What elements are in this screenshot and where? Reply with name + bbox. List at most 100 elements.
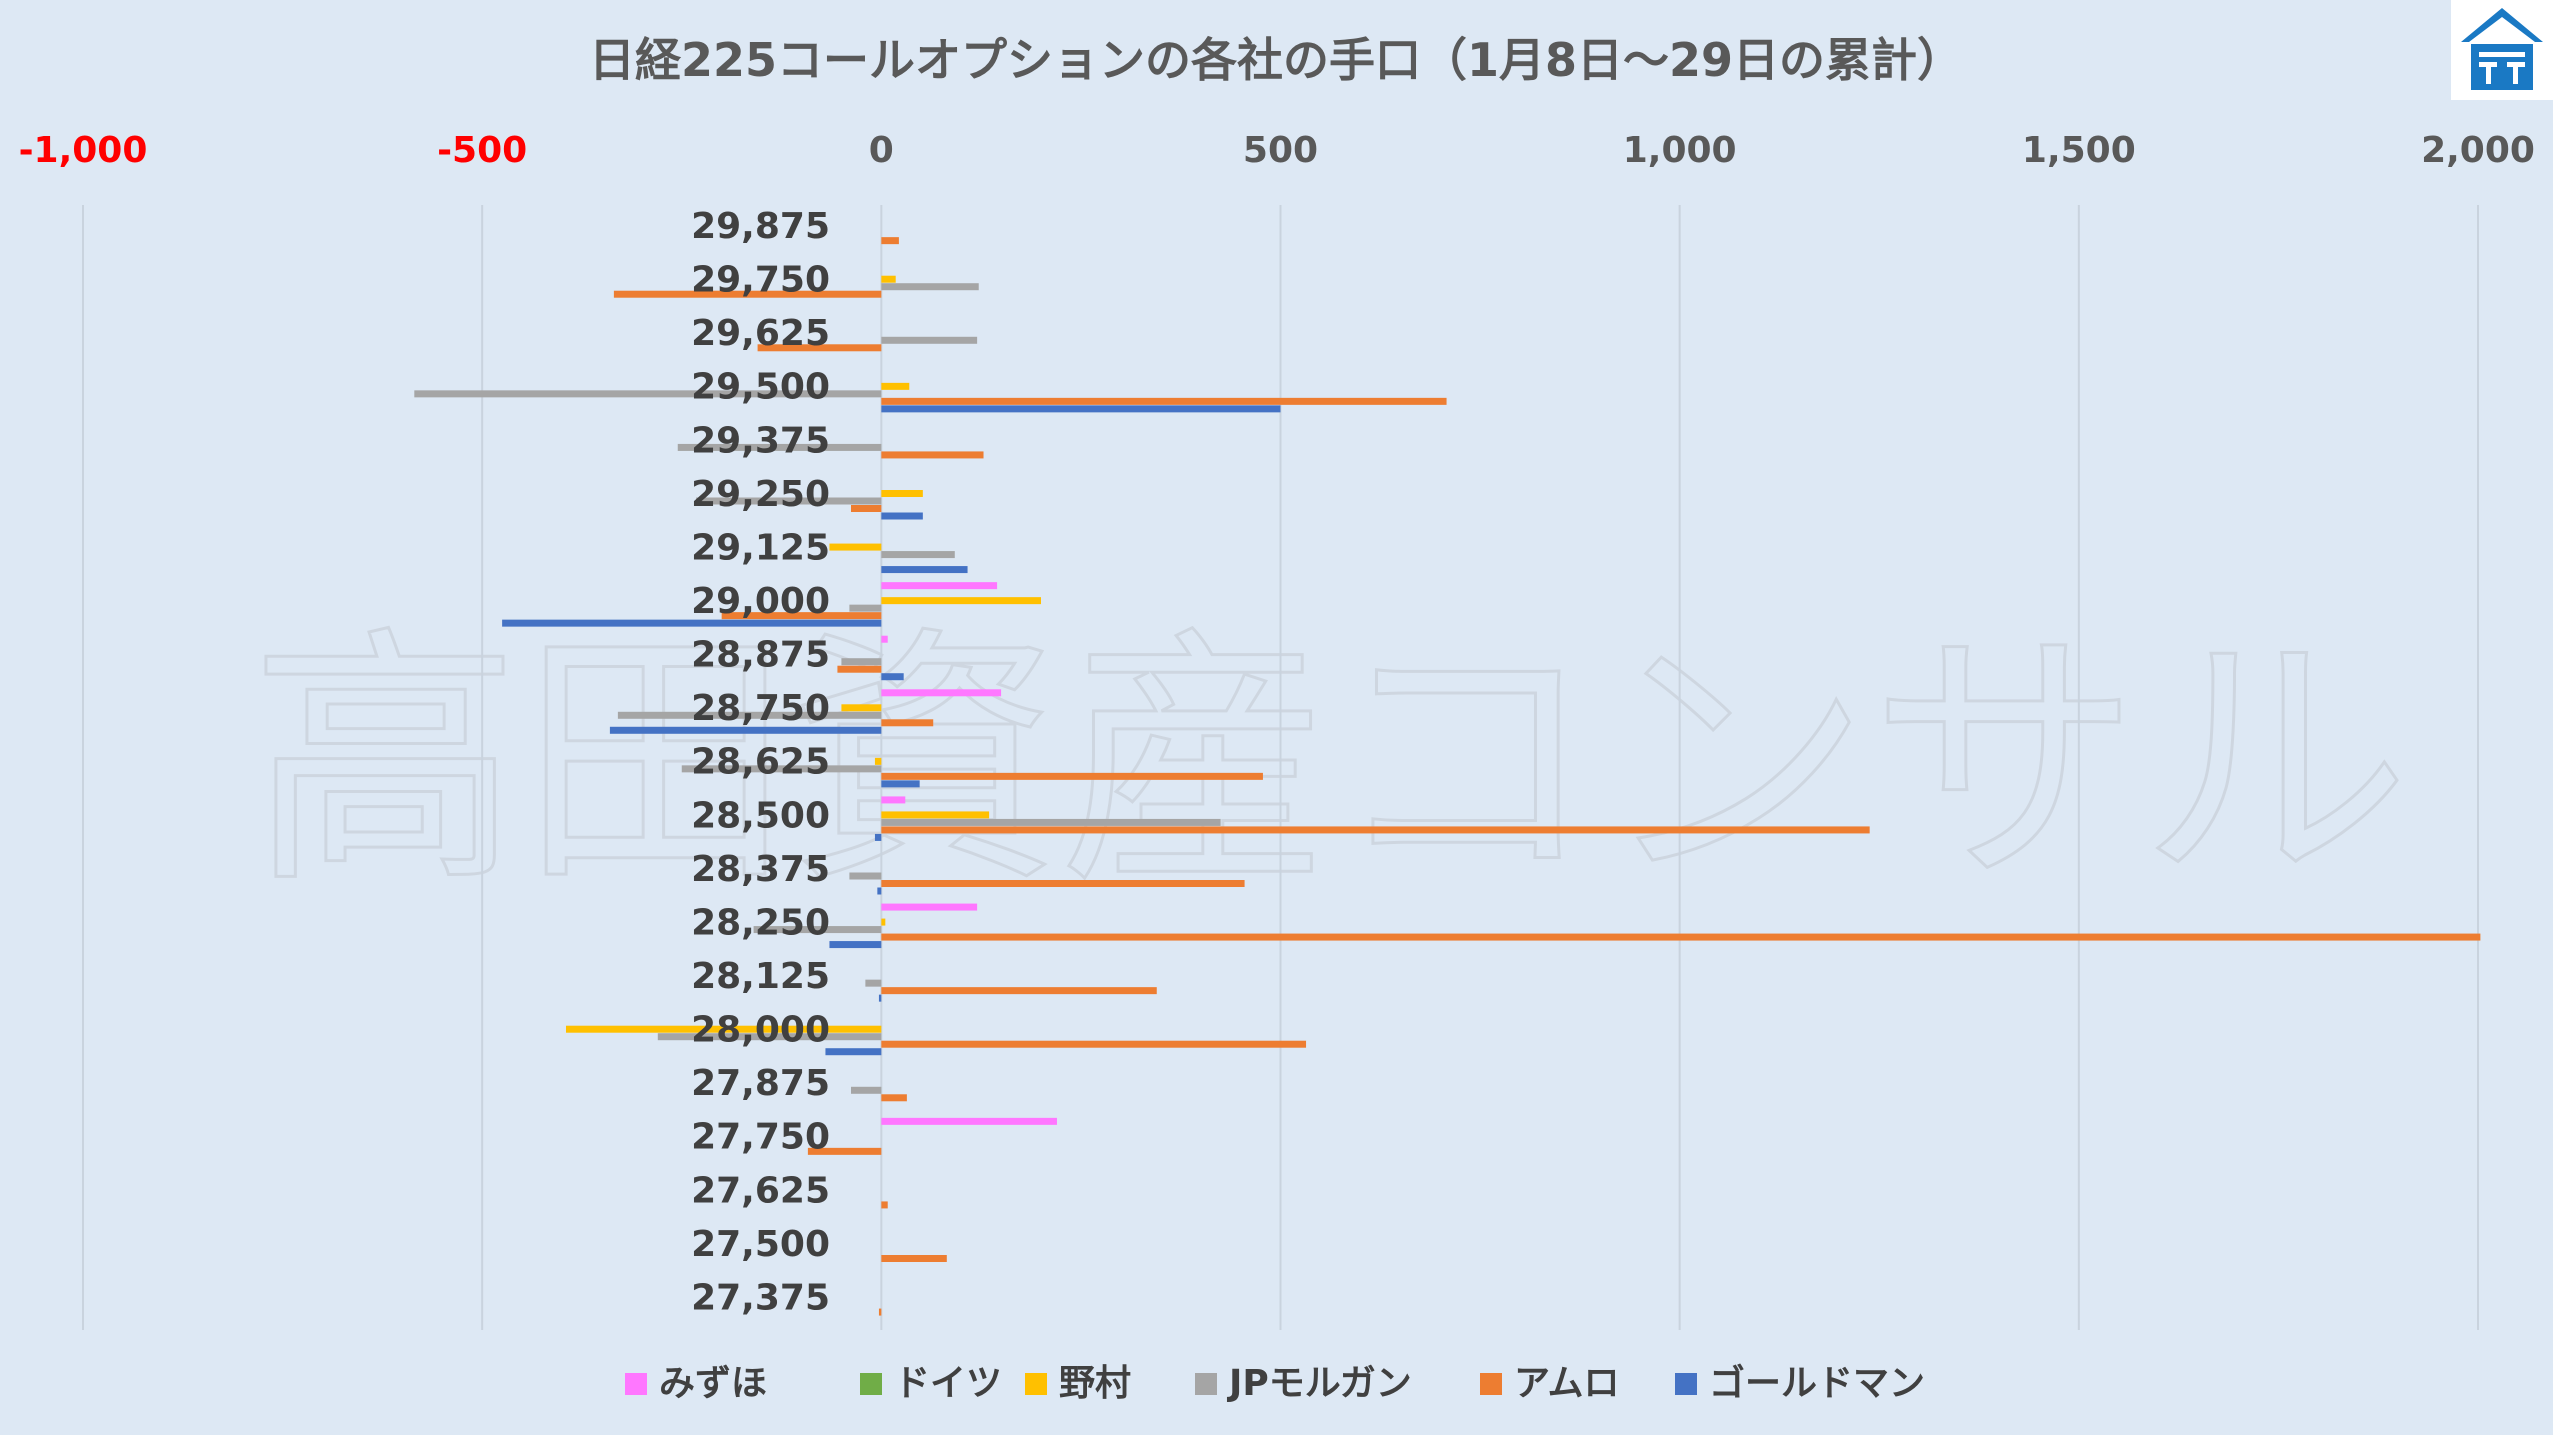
y-tick-label: 27,625 xyxy=(691,1170,830,1211)
bar xyxy=(881,490,923,497)
y-tick-label: 29,000 xyxy=(691,581,830,622)
y-tick-label: 27,375 xyxy=(691,1277,830,1318)
bar xyxy=(849,872,882,880)
bar xyxy=(878,994,882,1002)
bar xyxy=(881,796,906,804)
bar xyxy=(807,1147,882,1155)
legend: みずほ ドイツ 野村 JPモルガン アムロ ゴールドマン xyxy=(625,1362,1925,1404)
bar xyxy=(881,1094,907,1102)
y-tick-label: 27,875 xyxy=(691,1063,830,1104)
bar xyxy=(696,497,882,505)
bar xyxy=(881,405,1281,413)
y-tick-label: 29,250 xyxy=(691,474,830,515)
bar xyxy=(613,290,882,298)
y-tick-label: 28,875 xyxy=(691,635,830,676)
bar xyxy=(681,765,882,773)
bar xyxy=(841,704,882,712)
legend-label: アムロ xyxy=(1514,1363,1619,1404)
legend-label: JPモルガン xyxy=(1226,1363,1412,1404)
bar xyxy=(565,1025,882,1033)
bar xyxy=(881,336,978,344)
x-tick-label: 1,000 xyxy=(1623,130,1737,171)
bar xyxy=(874,833,882,841)
x-tick-label: -1,000 xyxy=(19,130,148,171)
legend-swatch xyxy=(625,1373,647,1395)
y-tick-label: 28,625 xyxy=(691,742,830,783)
y-tick-label: 27,500 xyxy=(691,1224,830,1265)
bar xyxy=(881,512,923,520)
legend-label: 野村 xyxy=(1059,1363,1131,1404)
y-tick-label: 28,500 xyxy=(691,795,830,836)
bar xyxy=(881,903,978,911)
bar xyxy=(881,719,934,727)
y-tick-label: 28,250 xyxy=(691,902,830,943)
bar xyxy=(414,390,882,398)
bar xyxy=(502,619,882,627)
bar xyxy=(865,979,882,987)
y-tick-label: 29,625 xyxy=(691,313,830,354)
bar xyxy=(825,1048,882,1056)
bar xyxy=(881,551,955,559)
y-tick-label: 28,750 xyxy=(691,688,830,729)
bar xyxy=(881,772,1263,780)
bar xyxy=(677,443,882,451)
bar xyxy=(837,665,882,673)
bar xyxy=(881,880,1245,887)
bar xyxy=(881,237,899,245)
y-tick-label: 28,125 xyxy=(691,956,830,997)
chart-title: 日経225コールオプションの各社の手口（1月8日〜29日の累計） xyxy=(589,33,1963,87)
y-tick-label: 28,000 xyxy=(691,1010,830,1051)
bar xyxy=(881,566,968,574)
bar xyxy=(881,1040,1307,1048)
x-tick-label: 2,000 xyxy=(2421,130,2535,171)
y-axis-ticks: 29,875 29,750 29,625 29,500 29,375 29,250 29,1… xyxy=(691,206,830,1318)
bar xyxy=(881,275,896,283)
x-axis-ticks: -1,000 -500 0 500 1,000 1,500 2,000 xyxy=(19,130,2535,171)
y-tick-label: 29,750 xyxy=(691,260,830,301)
bar xyxy=(881,382,910,390)
legend-swatch xyxy=(1480,1373,1502,1395)
bar xyxy=(881,673,904,681)
bar xyxy=(874,757,882,765)
bar xyxy=(881,933,2481,941)
bar xyxy=(850,1086,882,1094)
y-tick-label: 27,750 xyxy=(691,1117,830,1158)
bar xyxy=(757,344,882,352)
bar xyxy=(617,711,882,719)
bar xyxy=(850,505,882,512)
legend-swatch xyxy=(1025,1373,1047,1395)
bar xyxy=(721,612,882,620)
y-tick-label: 29,375 xyxy=(691,420,830,461)
bar xyxy=(881,283,979,291)
bar xyxy=(753,926,882,934)
y-tick-label: 29,875 xyxy=(691,206,830,247)
bar xyxy=(881,780,920,788)
x-tick-label: 0 xyxy=(869,130,894,171)
y-tick-label: 29,500 xyxy=(691,367,830,408)
bar xyxy=(881,818,1221,826)
logo xyxy=(2451,0,2553,100)
legend-label: みずほ xyxy=(659,1363,767,1404)
bar xyxy=(881,635,888,643)
legend-label: ドイツ xyxy=(894,1363,1002,1404)
bar xyxy=(841,658,882,666)
legend-swatch xyxy=(1675,1373,1697,1395)
bar xyxy=(877,887,882,895)
bar xyxy=(829,941,882,949)
bar xyxy=(881,451,984,459)
x-tick-label: 1,500 xyxy=(2022,130,2136,171)
bar xyxy=(881,689,1002,697)
bar xyxy=(881,811,990,819)
bar xyxy=(881,1201,888,1209)
bar xyxy=(609,726,882,734)
bar xyxy=(881,597,1041,605)
x-tick-label: -500 xyxy=(437,130,527,171)
bar xyxy=(881,582,998,590)
x-tick-label: 500 xyxy=(1243,130,1318,171)
bar xyxy=(881,826,1870,834)
bar xyxy=(881,918,886,926)
watermark: 高田資産コンサル xyxy=(250,604,2410,919)
legend-swatch xyxy=(1195,1373,1217,1395)
bar xyxy=(657,1033,882,1041)
